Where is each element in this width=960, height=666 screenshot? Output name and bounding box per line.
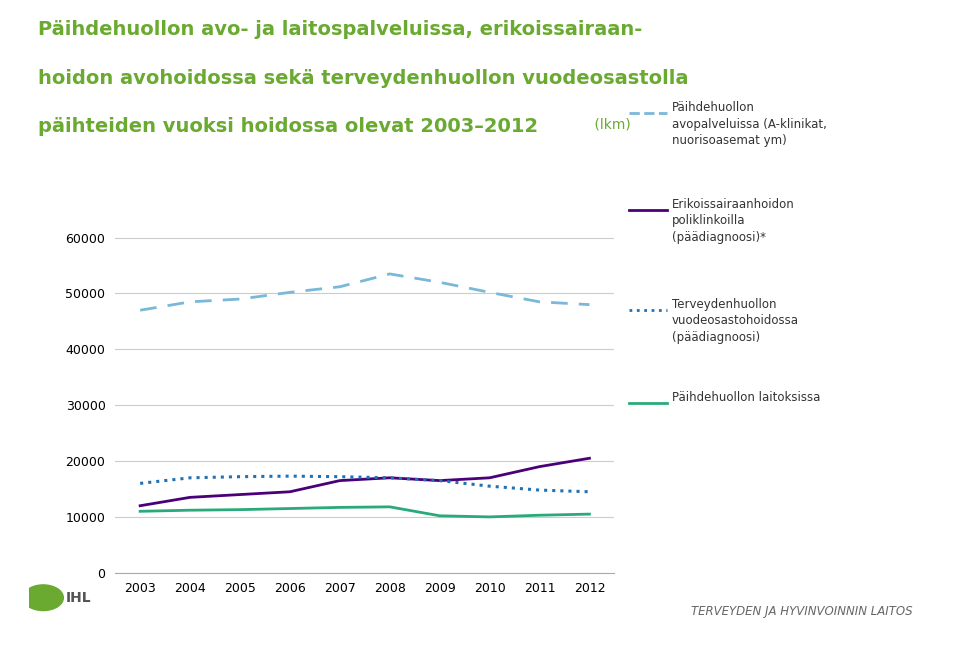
Text: 25.3.2015: 25.3.2015	[38, 641, 98, 654]
Text: IHL: IHL	[66, 591, 92, 605]
Text: (lkm): (lkm)	[590, 117, 631, 131]
Text: Päihdehuollon laitoksissa: Päihdehuollon laitoksissa	[672, 391, 821, 404]
Text: Päihdehuollon
avopalveluissa (A-klinikat,
nuorisoasemat ym): Päihdehuollon avopalveluissa (A-klinikat…	[672, 101, 827, 147]
Text: hoidon avohoidossa sekä terveydenhuollon vuodeosastolla: hoidon avohoidossa sekä terveydenhuollon…	[38, 69, 689, 88]
Text: TERVEYDEN JA HYVINVOINNIN LAITOS: TERVEYDEN JA HYVINVOINNIN LAITOS	[691, 605, 913, 618]
Circle shape	[23, 585, 63, 611]
Text: 20: 20	[917, 641, 931, 654]
Text: Terveydenhuollon
vuodeosastohoidossa
(päädiagnoosi): Terveydenhuollon vuodeosastohoidossa (pä…	[672, 298, 799, 344]
Text: Yhteiskunta muuttuu - miten muuttuu päihdetyö? / Airi Partanen: Yhteiskunta muuttuu - miten muuttuu päih…	[289, 641, 671, 654]
Text: Päihdehuollon avo- ja laitospalveluissa, erikoissairaan-: Päihdehuollon avo- ja laitospalveluissa,…	[38, 20, 642, 39]
Text: päihteiden vuoksi hoidossa olevat 2003–2012: päihteiden vuoksi hoidossa olevat 2003–2…	[38, 117, 539, 137]
Text: Erikoissairaanhoidon
poliklinkoilla
(päädiagnoosi)*: Erikoissairaanhoidon poliklinkoilla (pää…	[672, 198, 795, 244]
